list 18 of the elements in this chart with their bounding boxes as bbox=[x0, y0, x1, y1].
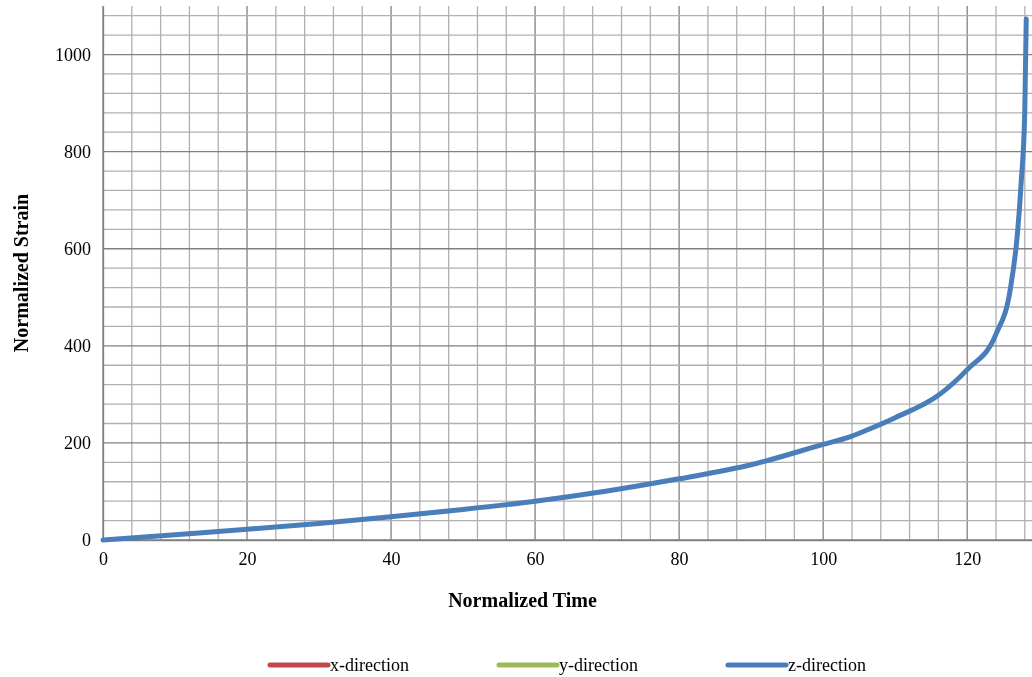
x-tick-label: 20 bbox=[238, 548, 257, 569]
y-tick-label: 0 bbox=[82, 530, 91, 551]
y-tick-label: 800 bbox=[64, 141, 91, 162]
x-tick-label: 120 bbox=[954, 548, 982, 569]
legend-label: x-direction bbox=[330, 655, 409, 675]
x-tick-label: 60 bbox=[526, 548, 545, 569]
y-tick-label: 200 bbox=[64, 433, 91, 454]
x-tick-label: 0 bbox=[99, 548, 108, 569]
legend-label: z-direction bbox=[787, 655, 866, 675]
x-axis-title: Normalized Time bbox=[448, 589, 597, 611]
y-tick-label: 400 bbox=[64, 336, 91, 357]
legend-label: y-direction bbox=[558, 655, 638, 675]
x-tick-label: 40 bbox=[382, 548, 401, 569]
y-tick-label: 600 bbox=[64, 238, 91, 259]
x-tick-label: 100 bbox=[810, 548, 838, 569]
y-axis-title: Normalized Strain bbox=[10, 193, 32, 353]
x-tick-label: 80 bbox=[670, 548, 689, 569]
y-tick-label: 1000 bbox=[55, 44, 91, 65]
